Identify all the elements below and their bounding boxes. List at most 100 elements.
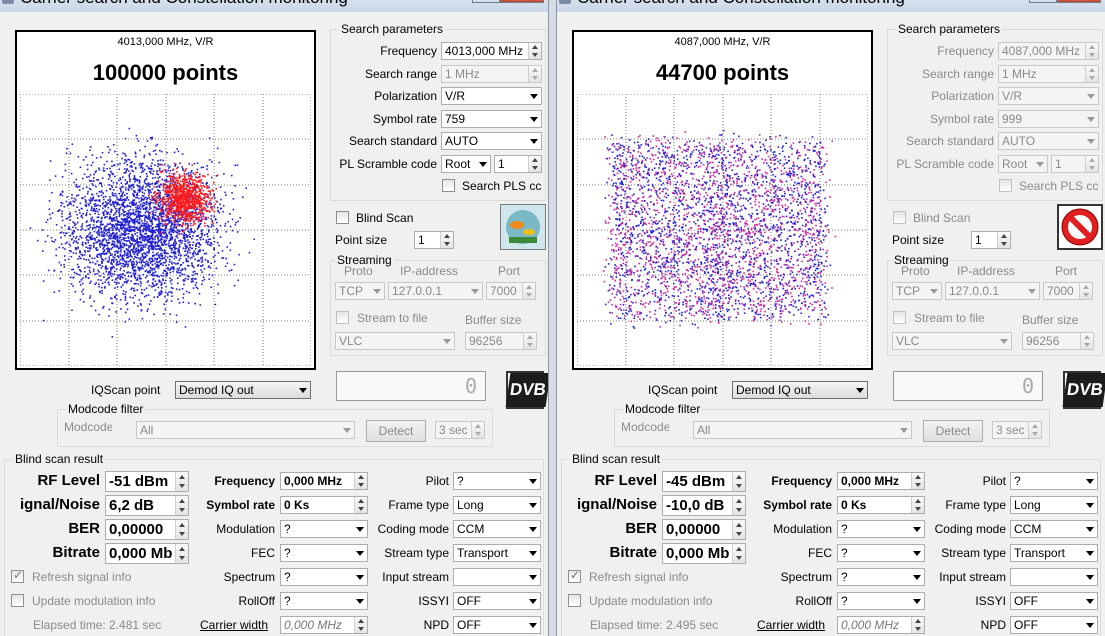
scatter-point [120,276,123,278]
npd-select[interactable]: OFF [453,616,541,634]
search-range-input[interactable]: 1 MHz [441,65,542,83]
player-select[interactable]: VLC [335,332,455,350]
fish-aquarium-icon[interactable] [500,204,546,250]
scatter-point [73,222,76,224]
scatter-point [808,268,811,270]
scatter-point [163,215,165,218]
scatter-point [146,228,148,231]
pl-scramble-mode-select[interactable]: Root [441,155,491,173]
scatter-point [137,213,139,216]
carrier-width-link[interactable]: Carrier width [200,618,269,632]
detect-button[interactable]: Detect [366,420,426,442]
scatter-point [727,237,729,240]
scatter-point [135,194,138,196]
scatter-point [151,222,153,224]
scatter-point [190,175,193,177]
point-size-input[interactable]: 1 [414,231,454,249]
rolloff-select[interactable]: ? [280,592,368,610]
scatter-point [103,276,105,278]
scatter-point [707,171,709,174]
search-pls-checkbox[interactable] [442,179,455,192]
scatter-point [122,201,125,204]
scatter-point [173,250,176,253]
update-modulation-checkbox[interactable] [11,594,24,607]
title-bar[interactable]: Carrier search and Constellation monitor… [557,0,1105,12]
scatter-point [187,265,190,267]
modcode-select[interactable]: All [136,421,355,439]
search-standard-select[interactable]: AUTO [441,132,542,150]
iqscan-select[interactable]: Demod IQ out [175,381,311,399]
polarization-select[interactable]: V/R [441,87,542,105]
scatter-point [124,297,127,299]
scatter-point [105,279,108,281]
scatter-point [167,197,170,199]
scatter-point [98,232,101,234]
scatter-point [192,204,194,206]
buffer-size-input[interactable]: 96256 [465,332,537,350]
scatter-point [159,222,161,225]
scatter-point [150,219,152,222]
stream-to-file-checkbox[interactable] [336,311,349,324]
fec-select[interactable]: ? [280,544,368,562]
stream-type-select[interactable]: Transport [453,544,541,562]
coding-mode-select[interactable]: CCM [453,520,541,538]
close-button[interactable]: ✕ [500,0,544,3]
minimize-button[interactable] [472,0,500,3]
close-button[interactable]: ✕ [1057,0,1101,3]
issyi-select[interactable]: OFF [453,592,541,610]
blind-scan-checkbox[interactable] [336,211,349,224]
scatter-point [112,258,115,261]
scatter-point [111,233,114,235]
scatter-point [160,197,163,200]
pl-scramble-code-input[interactable]: 1 [494,155,542,173]
scatter-point [184,247,187,250]
scatter-point [715,264,717,267]
scatter-point [162,278,164,280]
scatter-point [748,273,750,275]
scatter-point [153,271,155,274]
pilot-select[interactable]: ? [453,472,541,490]
ip-address-select[interactable]: 127.0.0.1 [388,282,483,300]
scatter-point [203,194,206,197]
scatter-point [763,214,765,217]
scatter-point [103,214,105,216]
scatter-point [101,243,103,245]
proto-select[interactable]: TCP [335,282,385,300]
scatter-point [163,223,166,225]
scatter-point [156,248,158,251]
scatter-point [156,182,158,185]
frame-type-select[interactable]: Long [453,496,541,514]
modulation-select[interactable]: ? [280,520,368,538]
scatter-point [104,225,106,228]
scatter-point [138,164,141,166]
constellation-plot[interactable]: 4013,000 MHz, V/R 100000 points [15,30,316,370]
scatter-point [139,228,141,230]
minimize-button[interactable] [1029,0,1057,3]
input-stream-select[interactable] [453,568,541,586]
port-input[interactable]: 7000 [486,282,536,300]
frequency-input[interactable]: 4013,000 MHz [441,42,542,60]
scatter-point [176,199,178,201]
scatter-point [151,220,153,223]
scatter-point [205,201,207,203]
refresh-signal-checkbox[interactable] [11,568,24,583]
scatter-point [96,241,99,243]
constellation-plot[interactable]: 4087,000 MHz, V/R 44700 points [572,30,873,370]
scatter-point [160,206,163,209]
spectrum-select[interactable]: ? [280,568,368,586]
scatter-point [755,310,758,313]
scatter-point [148,196,150,199]
scatter-point [83,173,86,176]
title-bar[interactable]: Carrier search and Constellation monitor… [0,0,548,12]
scatter-point [616,291,618,293]
scatter-point [190,231,192,233]
scatter-point [159,248,161,250]
scatter-point [125,228,128,231]
scatter-point [203,268,206,270]
scatter-point [698,236,701,239]
scatter-point [218,161,221,164]
interval-input[interactable]: 3 sec [435,421,485,439]
scatter-point [144,220,146,222]
symbol-rate-select[interactable]: 759 [441,110,542,128]
scatter-point [217,283,219,286]
